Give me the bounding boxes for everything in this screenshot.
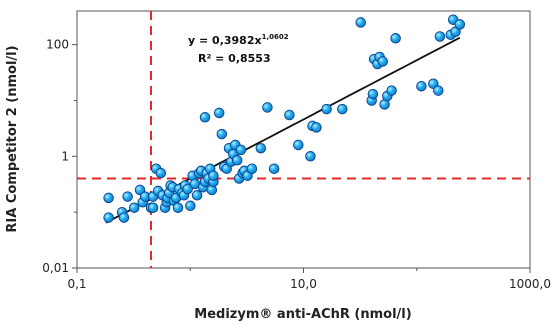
data-point xyxy=(128,202,140,213)
data-point xyxy=(355,17,366,28)
equation-line-1: y = 0,3982x1,0602 xyxy=(188,33,289,47)
data-point xyxy=(337,103,348,115)
equation-exponent: 1,0602 xyxy=(262,33,289,41)
data-point xyxy=(321,103,332,115)
x-tick-label: 0,1 xyxy=(67,277,86,291)
data-point xyxy=(103,192,114,204)
threshold-lines xyxy=(77,11,530,268)
equation-prefix: y = 0,3982x xyxy=(188,34,262,47)
y-tick-label: 0,01 xyxy=(42,261,69,275)
data-point xyxy=(284,109,295,121)
data-point xyxy=(367,88,379,100)
data-point xyxy=(416,80,427,92)
data-point xyxy=(454,19,466,30)
data-point xyxy=(122,191,133,202)
y-tick-label: 100 xyxy=(46,38,69,52)
data-point xyxy=(118,212,130,223)
data-point xyxy=(216,128,228,140)
data-point xyxy=(182,183,193,195)
x-tick-label: 1000,0 xyxy=(509,277,551,291)
data-point xyxy=(213,107,225,119)
data-point xyxy=(390,33,401,44)
x-axis-title: Medizym® anti-AChR (nmol/l) xyxy=(194,307,411,322)
y-axis-title: RIA Competitor 2 (nmol/l) xyxy=(5,45,20,232)
data-point xyxy=(246,163,258,174)
data-point xyxy=(386,85,397,96)
data-point xyxy=(377,56,388,67)
data-point xyxy=(199,112,211,123)
data-point xyxy=(434,31,446,42)
data-point xyxy=(155,167,167,179)
y-tick-label: 1 xyxy=(61,149,69,163)
data-point xyxy=(293,139,304,151)
data-point xyxy=(311,122,322,133)
x-tick-label: 10,0 xyxy=(290,277,317,291)
data-point xyxy=(191,190,203,201)
data-point xyxy=(235,144,247,156)
data-point xyxy=(255,142,267,154)
data-point xyxy=(172,202,184,213)
data-point xyxy=(185,200,196,212)
data-point xyxy=(231,155,243,166)
data-point xyxy=(305,151,316,162)
equation-line-2: R² = 0,8553 xyxy=(198,52,271,65)
data-point xyxy=(262,102,273,113)
data-point xyxy=(147,202,159,213)
data-point xyxy=(268,163,280,174)
data-point xyxy=(103,212,114,223)
axis-ticks: 0,1 10,0 1000,0 0,01 1 100 xyxy=(42,38,551,291)
plot-area xyxy=(76,10,531,269)
data-point xyxy=(433,85,444,96)
data-points xyxy=(103,14,466,223)
data-point xyxy=(208,170,219,181)
